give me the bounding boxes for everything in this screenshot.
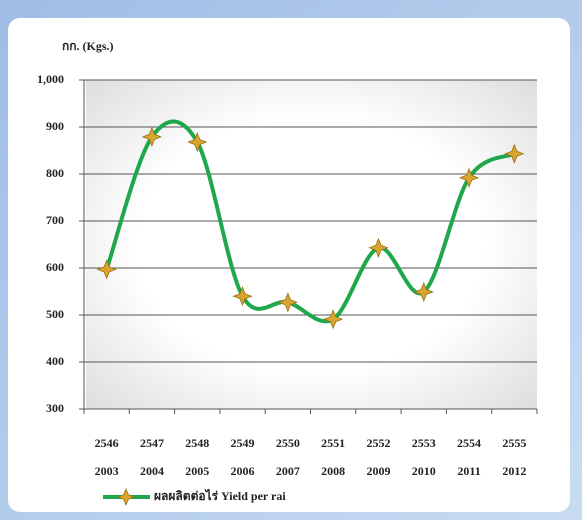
x-tick-label: 2006 [231, 464, 255, 478]
marker [323, 309, 344, 330]
x-tick-label: 2554 [457, 436, 481, 450]
x-tick-label: 2555 [502, 436, 526, 450]
x-tick-label: 2551 [321, 436, 345, 450]
series-line [104, 119, 516, 324]
x-tick-label: 2008 [321, 464, 345, 478]
y-tick-label: 600 [46, 260, 64, 274]
x-tick-label: 2548 [185, 436, 209, 450]
x-tick-label: 2009 [366, 464, 390, 478]
x-tick-label: 2550 [276, 436, 300, 450]
marker [187, 131, 208, 153]
legend-label: ผลผลิตต่อไร่ Yield per rai [154, 488, 286, 503]
x-tick-label: 2003 [95, 464, 119, 478]
marker [277, 292, 298, 313]
marker [116, 487, 136, 507]
marker [413, 281, 434, 303]
marker [458, 167, 480, 188]
x-tick-label: 2547 [140, 436, 164, 450]
x-tick-label: 2004 [140, 464, 164, 478]
x-tick-label: 2005 [185, 464, 209, 478]
plot-area [86, 80, 537, 409]
y-tick-label: 800 [46, 166, 64, 180]
marker [504, 143, 525, 164]
marker [368, 237, 389, 258]
y-tick-label: 400 [46, 354, 64, 368]
x-tick-label: 2549 [231, 436, 255, 450]
x-tick-label: 2553 [412, 436, 436, 450]
x-tick-label: 2552 [366, 436, 390, 450]
marker [141, 126, 162, 147]
marker [232, 286, 253, 307]
x-tick-label: 2010 [412, 464, 436, 478]
x-tick-label: 2012 [502, 464, 526, 478]
y-tick-label: 1,000 [37, 72, 64, 86]
x-tick-label: 2007 [276, 464, 300, 478]
y-tick-label: 700 [46, 213, 64, 227]
x-tick-label: 2546 [95, 436, 119, 450]
y-tick-label: 300 [46, 401, 64, 415]
y-tick-label: 500 [46, 307, 64, 321]
x-tick-label: 2011 [457, 464, 480, 478]
marker [96, 259, 117, 280]
y-axis-label: กก. (Kgs.) [62, 39, 114, 53]
y-tick-label: 900 [46, 119, 64, 133]
